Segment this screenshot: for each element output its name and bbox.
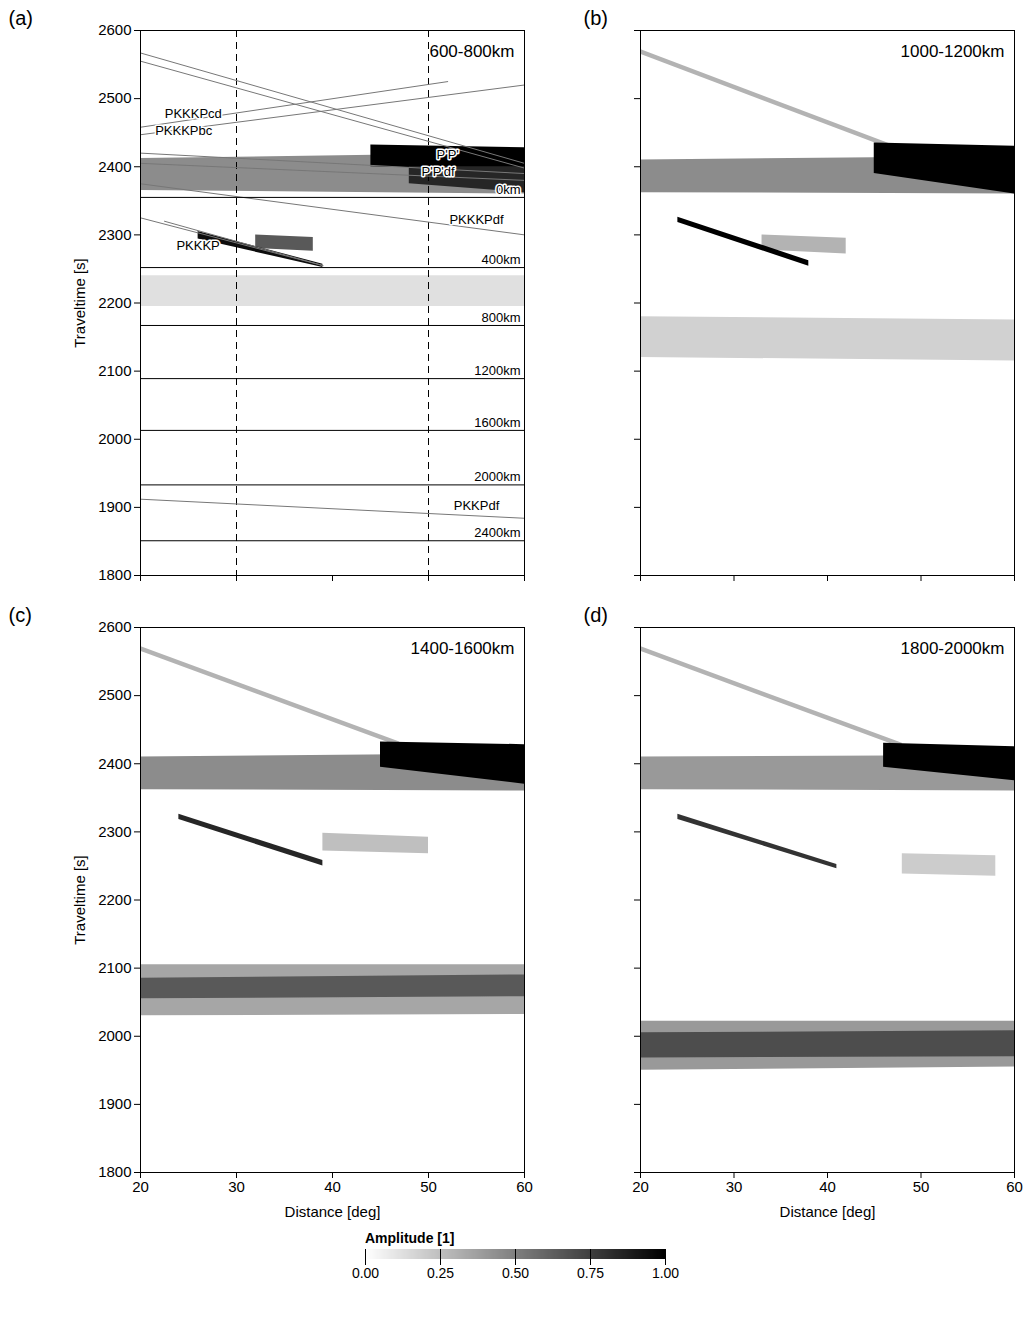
- svg-text:20: 20: [132, 1178, 149, 1195]
- svg-text:2400km: 2400km: [474, 525, 520, 540]
- svg-text:30: 30: [228, 1178, 245, 1195]
- svg-text:0.50: 0.50: [502, 1265, 529, 1281]
- svg-text:60: 60: [516, 1178, 533, 1195]
- svg-text:800km: 800km: [481, 310, 520, 325]
- svg-text:1200km: 1200km: [474, 363, 520, 378]
- svg-text:P'P'df: P'P'df: [422, 164, 456, 179]
- svg-text:0.00: 0.00: [352, 1265, 379, 1281]
- svg-text:PKKKPbc: PKKKPbc: [155, 123, 213, 138]
- svg-text:2000km: 2000km: [474, 469, 520, 484]
- svg-text:1600km: 1600km: [474, 415, 520, 430]
- svg-text:2000: 2000: [98, 430, 131, 447]
- svg-text:1.00: 1.00: [652, 1265, 679, 1281]
- svg-text:P'P': P'P': [437, 147, 459, 162]
- svg-text:400km: 400km: [481, 252, 520, 267]
- svg-text:2300: 2300: [98, 226, 131, 243]
- svg-text:Traveltime [s]: Traveltime [s]: [71, 855, 88, 944]
- svg-text:2500: 2500: [98, 89, 131, 106]
- svg-text:2600: 2600: [98, 618, 131, 635]
- svg-text:40: 40: [324, 1178, 341, 1195]
- svg-text:(c): (c): [9, 604, 32, 626]
- svg-text:Traveltime [s]: Traveltime [s]: [71, 258, 88, 347]
- svg-text:0.25: 0.25: [427, 1265, 454, 1281]
- svg-text:2400: 2400: [98, 755, 131, 772]
- svg-text:(a): (a): [9, 7, 33, 29]
- svg-text:50: 50: [913, 1178, 930, 1195]
- svg-text:40: 40: [819, 1178, 836, 1195]
- svg-text:2400: 2400: [98, 158, 131, 175]
- svg-text:1900: 1900: [98, 1095, 131, 1112]
- svg-text:Distance [deg]: Distance [deg]: [780, 1203, 876, 1220]
- svg-text:PKKKPdf: PKKKPdf: [449, 212, 504, 227]
- svg-text:2500: 2500: [98, 686, 131, 703]
- svg-text:2100: 2100: [98, 959, 131, 976]
- svg-text:1800: 1800: [98, 566, 131, 583]
- svg-text:PKKKPcd: PKKKPcd: [165, 106, 222, 121]
- svg-text:20: 20: [632, 1178, 649, 1195]
- svg-text:1800-2000km: 1800-2000km: [901, 639, 1005, 658]
- svg-text:2300: 2300: [98, 823, 131, 840]
- svg-text:PKKKP: PKKKP: [176, 238, 219, 253]
- svg-text:Distance [deg]: Distance [deg]: [285, 1203, 381, 1220]
- svg-text:(b): (b): [584, 7, 608, 29]
- svg-text:1800: 1800: [98, 1163, 131, 1180]
- svg-text:30: 30: [726, 1178, 743, 1195]
- svg-text:1900: 1900: [98, 498, 131, 515]
- svg-text:2200: 2200: [98, 891, 131, 908]
- svg-text:1000-1200km: 1000-1200km: [901, 42, 1005, 61]
- svg-text:2000: 2000: [98, 1027, 131, 1044]
- svg-text:PKKPdf: PKKPdf: [454, 497, 500, 512]
- svg-text:50: 50: [420, 1178, 437, 1195]
- svg-text:2200: 2200: [98, 294, 131, 311]
- svg-text:Amplitude [1]: Amplitude [1]: [365, 1230, 454, 1246]
- svg-text:60: 60: [1006, 1178, 1023, 1195]
- svg-text:2100: 2100: [98, 362, 131, 379]
- svg-text:(d): (d): [584, 604, 608, 626]
- svg-text:0km: 0km: [496, 182, 521, 197]
- svg-text:0.75: 0.75: [577, 1265, 604, 1281]
- svg-text:2600: 2600: [98, 21, 131, 38]
- svg-text:1400-1600km: 1400-1600km: [411, 639, 515, 658]
- svg-text:600-800km: 600-800km: [429, 42, 514, 61]
